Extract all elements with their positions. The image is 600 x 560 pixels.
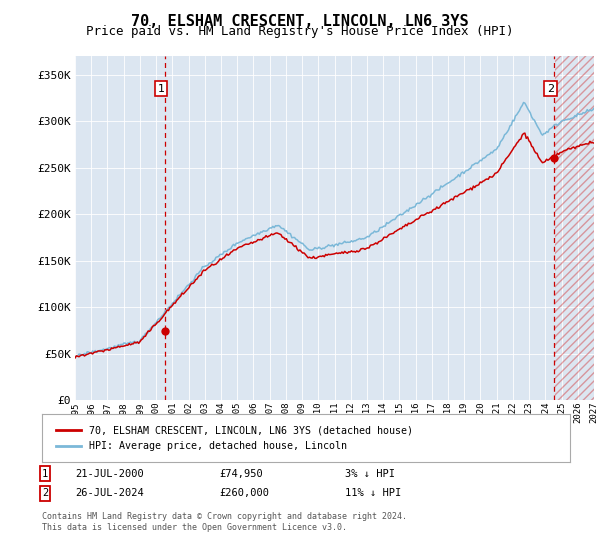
Text: 11% ↓ HPI: 11% ↓ HPI [345, 488, 401, 498]
Text: 1: 1 [157, 83, 164, 94]
Text: 2: 2 [42, 488, 48, 498]
Text: £260,000: £260,000 [219, 488, 269, 498]
Text: 26-JUL-2024: 26-JUL-2024 [75, 488, 144, 498]
Text: 70, ELSHAM CRESCENT, LINCOLN, LN6 3YS: 70, ELSHAM CRESCENT, LINCOLN, LN6 3YS [131, 14, 469, 29]
Text: Price paid vs. HM Land Registry's House Price Index (HPI): Price paid vs. HM Land Registry's House … [86, 25, 514, 38]
Text: Contains HM Land Registry data © Crown copyright and database right 2024.
This d: Contains HM Land Registry data © Crown c… [42, 512, 407, 532]
Text: 3% ↓ HPI: 3% ↓ HPI [345, 469, 395, 479]
Text: 2: 2 [547, 83, 554, 94]
Legend: 70, ELSHAM CRESCENT, LINCOLN, LN6 3YS (detached house), HPI: Average price, deta: 70, ELSHAM CRESCENT, LINCOLN, LN6 3YS (d… [52, 421, 417, 455]
Text: 1: 1 [42, 469, 48, 479]
Bar [555, 56, 594, 400]
Text: £74,950: £74,950 [219, 469, 263, 479]
Text: 21-JUL-2000: 21-JUL-2000 [75, 469, 144, 479]
